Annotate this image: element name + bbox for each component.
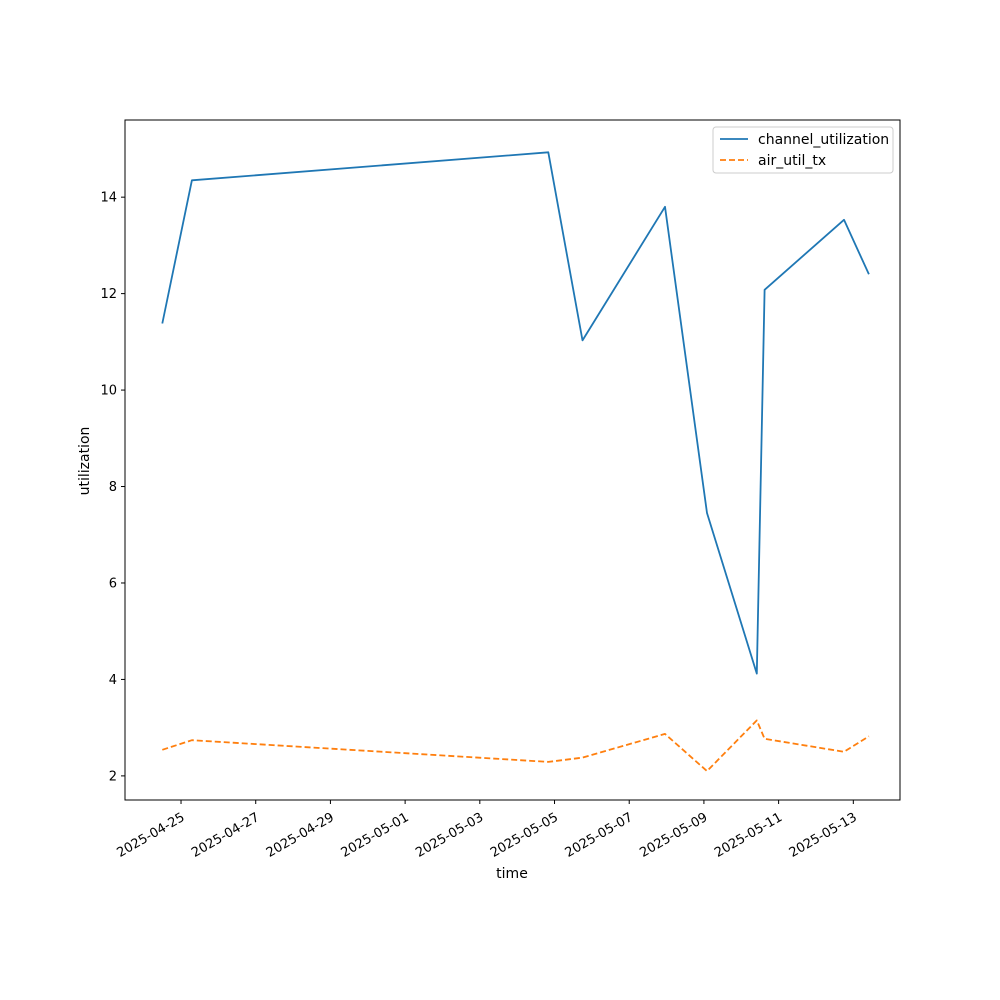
y-tick-label: 4 bbox=[109, 673, 117, 688]
y-tick-label: 8 bbox=[109, 480, 117, 495]
legend-box bbox=[712, 126, 894, 174]
x-tick-label: 2025-05-05 bbox=[488, 810, 561, 861]
series-line-air-util-tx bbox=[162, 719, 870, 772]
x-tick-label: 2025-05-03 bbox=[413, 810, 486, 861]
x-tick-label: 2025-04-29 bbox=[264, 810, 337, 861]
y-tick-label: 6 bbox=[109, 576, 117, 591]
legend: channel_utilization air_util_tx bbox=[712, 126, 894, 174]
x-tick-label: 2025-05-07 bbox=[563, 810, 636, 861]
plot-area bbox=[161, 151, 870, 772]
plot-frame bbox=[124, 119, 901, 801]
x-axis-label: time bbox=[496, 866, 528, 882]
y-tick-label: 14 bbox=[100, 191, 117, 206]
x-axis: 2025-04-25 2025-04-27 2025-04-29 2025-05-01… bbox=[114, 800, 860, 861]
legend-label-channel-utilization: channel_utilization bbox=[758, 132, 889, 148]
y-tick-label: 10 bbox=[100, 384, 117, 399]
series-line-channel-utilization bbox=[161, 151, 870, 675]
x-tick-label: 2025-04-25 bbox=[114, 810, 187, 861]
x-tick-label: 2025-04-27 bbox=[189, 810, 262, 861]
x-tick-label: 2025-05-13 bbox=[787, 810, 860, 861]
legend-label-air-util-tx: air_util_tx bbox=[758, 153, 826, 169]
x-tick-label: 2025-05-01 bbox=[339, 810, 412, 861]
x-tick-label: 2025-05-11 bbox=[712, 810, 785, 861]
y-axis-label: utilization bbox=[77, 427, 93, 496]
y-tick-label: 2 bbox=[109, 769, 117, 784]
x-tick-label: 2025-05-09 bbox=[637, 810, 710, 861]
y-tick-label: 12 bbox=[100, 287, 117, 302]
y-axis: 2 4 6 8 10 12 14 bbox=[100, 191, 125, 784]
